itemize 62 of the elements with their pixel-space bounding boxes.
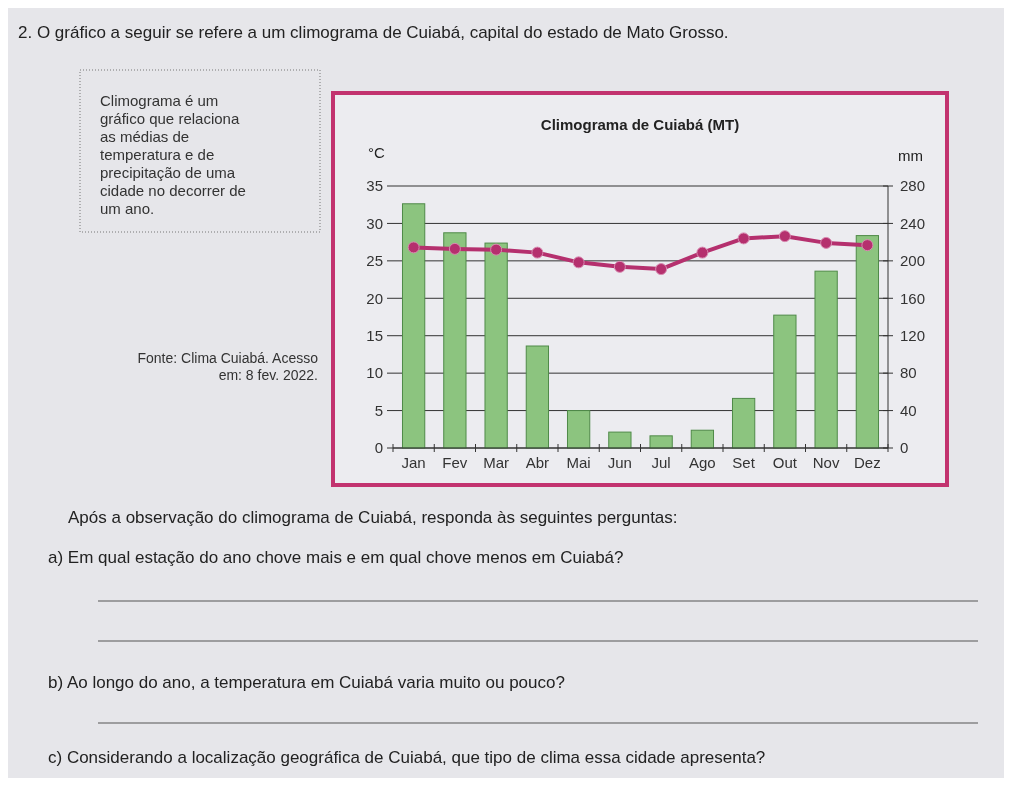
y2-tick-label: 160 bbox=[900, 289, 926, 307]
y2-axis-title: mm bbox=[898, 147, 923, 164]
text: b) Ao longo do ano, a temperatura em Cuiabá varia muito ou pouco? bbox=[48, 673, 565, 692]
y-tick-label: 35 bbox=[366, 177, 383, 195]
y2-tick-label: 0 bbox=[900, 439, 909, 457]
text: a) Em qual estação do ano chove mais e em qual chove menos em Cuiabá? bbox=[48, 548, 624, 567]
y2-tick-label: 280 bbox=[900, 177, 926, 195]
y-axis-title: °C bbox=[368, 144, 385, 161]
text: Climograma é um gráfico que relaciona as médias de temperatura e de precipitação de uma cidade no decorrer de um ano. bbox=[100, 92, 246, 217]
y-tick-label: 15 bbox=[366, 326, 383, 344]
point bbox=[572, 256, 585, 269]
bar bbox=[566, 410, 591, 449]
y-tick-label: 30 bbox=[366, 214, 383, 232]
chart-title: Climograma de Cuiabá (MT) bbox=[540, 116, 740, 133]
y-tick-label: 5 bbox=[374, 401, 383, 419]
bar bbox=[401, 203, 426, 449]
bar bbox=[525, 345, 550, 449]
point bbox=[820, 236, 833, 249]
y2-tick-label: 40 bbox=[900, 401, 917, 419]
x-tick-label: Mar bbox=[483, 454, 510, 471]
bar bbox=[649, 435, 673, 449]
x-tick-label: Jan bbox=[401, 454, 426, 471]
bar bbox=[855, 235, 880, 449]
x-tick-label: Out bbox=[772, 454, 798, 471]
bar bbox=[731, 397, 756, 449]
point bbox=[531, 246, 544, 259]
bar bbox=[608, 431, 632, 449]
x-tick-label: Mai bbox=[566, 454, 591, 471]
y-tick-label: 10 bbox=[366, 364, 383, 382]
y-tick-label: 25 bbox=[366, 252, 383, 270]
y2-tick-label: 120 bbox=[900, 326, 926, 344]
point bbox=[655, 263, 668, 276]
text: 2. O gráfico a seguir se refere a um climograma de Cuiabá, capital do estado de Mato Grosso. bbox=[18, 23, 729, 42]
point bbox=[490, 243, 503, 256]
x-tick-label: Set bbox=[732, 454, 756, 471]
x-tick-label: Ago bbox=[689, 454, 716, 471]
y2-tick-label: 80 bbox=[900, 364, 917, 382]
x-tick-label: Dez bbox=[854, 454, 881, 471]
x-tick-label: Fev bbox=[442, 454, 468, 471]
x-tick-label: Jun bbox=[607, 454, 632, 471]
bar bbox=[814, 270, 838, 449]
point bbox=[407, 241, 420, 254]
point bbox=[737, 232, 750, 245]
bar bbox=[443, 232, 467, 449]
x-tick-label: Jul bbox=[651, 454, 671, 471]
point bbox=[861, 239, 874, 252]
x-tick-label: Abr bbox=[525, 454, 550, 471]
text: Após a observação do climograma de Cuiabá, responda às seguintes perguntas: bbox=[68, 508, 678, 527]
y-tick-label: 20 bbox=[366, 289, 383, 307]
bar bbox=[773, 314, 797, 449]
y2-tick-label: 200 bbox=[900, 252, 926, 270]
y2-tick-label: 240 bbox=[900, 214, 926, 232]
text: c) Considerando a localização geográfica de Cuiabá, que tipo de clima essa cidade apresenta? bbox=[48, 748, 766, 767]
bar bbox=[484, 242, 508, 449]
point bbox=[448, 242, 461, 255]
bar bbox=[690, 429, 715, 449]
point bbox=[778, 230, 791, 243]
point bbox=[696, 246, 709, 259]
y-tick-label: 0 bbox=[374, 439, 383, 457]
point bbox=[613, 260, 626, 273]
source-note: Fonte: Clima Cuiabá. Acesso em: 8 fev. 2022. bbox=[137, 350, 319, 383]
x-tick-label: Nov bbox=[812, 454, 840, 471]
